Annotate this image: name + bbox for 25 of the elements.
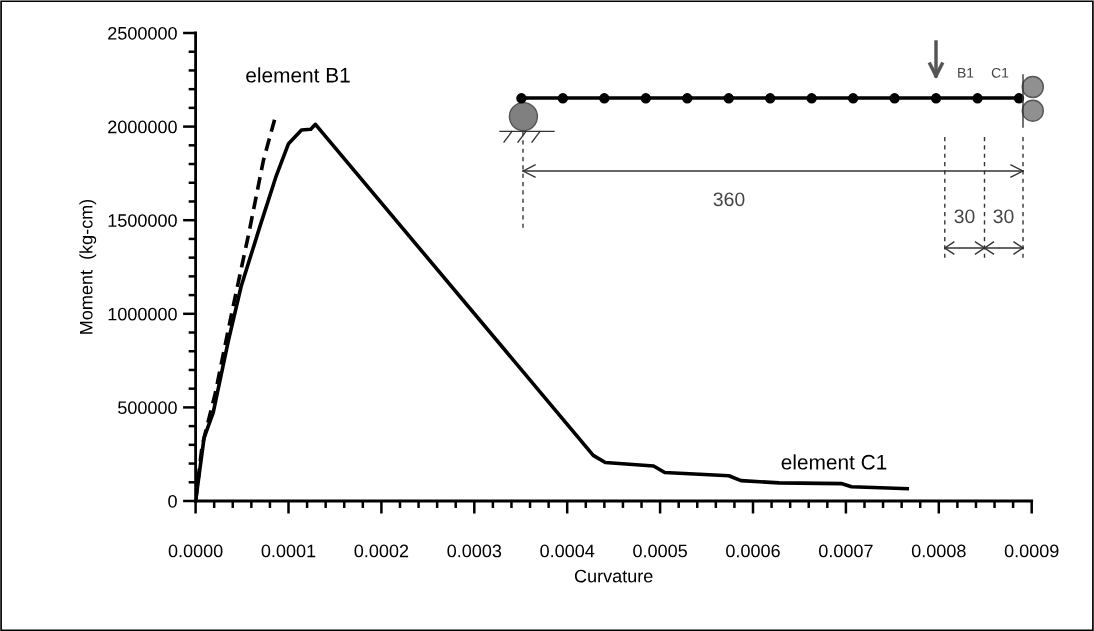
x-tick-label: 0.0003: [447, 544, 502, 558]
x-tick-label: 0.0009: [1004, 544, 1059, 558]
x-tick-label: 0.0001: [261, 544, 316, 558]
annotation: C1: [991, 67, 1009, 78]
x-tick-label: 0.0005: [633, 544, 687, 558]
x-tick-label: 0.0000: [168, 544, 223, 558]
x-tick-label: 0.0002: [354, 544, 409, 558]
annotation: 360: [713, 192, 745, 207]
x-tick-label: 0.0007: [819, 544, 873, 558]
text: element B1: [246, 67, 350, 83]
annotation: B1: [958, 68, 974, 78]
y-tick-label: 500000: [118, 401, 177, 415]
y-axis-title: Moment (kg-cm): [79, 199, 97, 334]
y-tick-label: 2000000: [108, 120, 177, 134]
annotation: 30: [993, 209, 1014, 224]
y-tick-label: 0: [168, 494, 177, 508]
y-tick-label: 2500000: [108, 26, 177, 40]
x-tick-label: 0.0004: [540, 544, 595, 558]
x-tick-label: 0.0008: [911, 544, 966, 558]
y-tick-label: 1500000: [108, 214, 177, 227]
x-axis-title: Curvature: [574, 569, 653, 583]
annotation: 30: [954, 209, 975, 224]
y-tick-label: 1000000: [108, 307, 177, 321]
series-label: element C1: [781, 454, 887, 470]
x-tick-label: 0.0006: [726, 544, 780, 558]
